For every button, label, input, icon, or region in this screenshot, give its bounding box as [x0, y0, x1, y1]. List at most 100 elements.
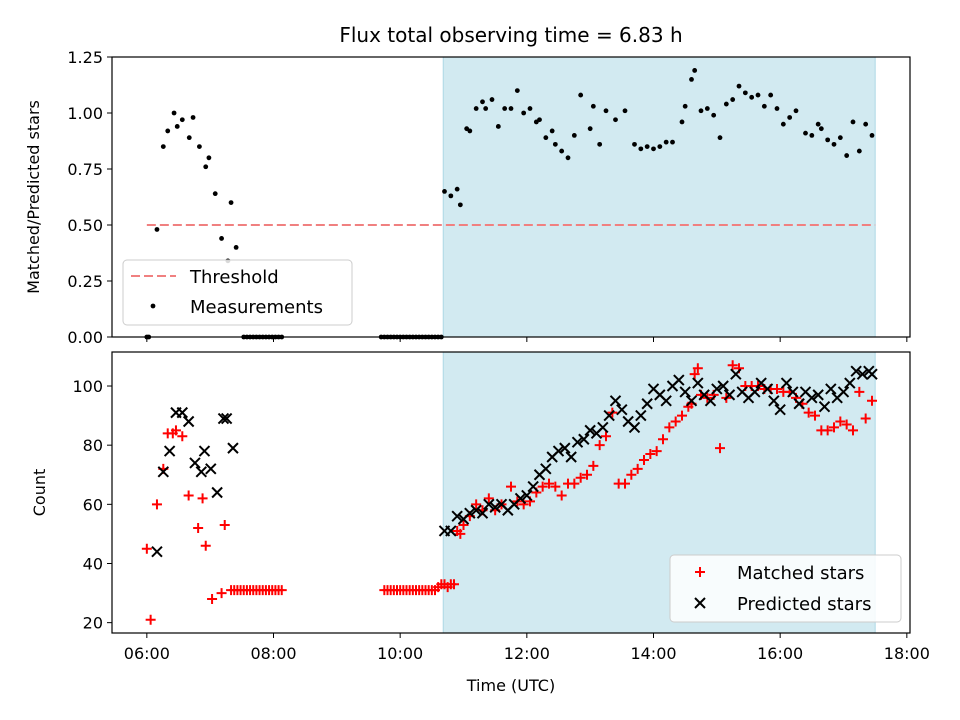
y-tick-label: 100 [72, 377, 103, 396]
measurement-point [559, 148, 565, 154]
y-tick-label: 60 [83, 495, 103, 514]
y-axis-label: Matched/Predicted stars [24, 100, 43, 294]
predicted-star-point [793, 398, 805, 410]
measurement-point [638, 146, 644, 152]
predicted-star-point [182, 415, 195, 428]
measurement-point [742, 90, 748, 96]
matched-star-point [537, 481, 548, 492]
measurement-point [174, 124, 180, 129]
legend-box [669, 554, 902, 623]
chart-title: Flux total observing time = 6.83 h [339, 23, 682, 47]
predicted-star-point [217, 412, 230, 425]
predicted-star-point [470, 504, 482, 516]
predicted-star-point [717, 380, 729, 392]
predicted-star-point [489, 501, 501, 513]
measurement-point [489, 97, 495, 102]
matched-star-point [506, 481, 516, 492]
measurement-point [755, 92, 761, 98]
matched-star-point [141, 543, 152, 554]
predicted-star-point [578, 433, 590, 445]
matched-star-point [689, 369, 700, 380]
y-tick-label: 20 [83, 614, 103, 633]
x-tick-label: 18:00 [884, 644, 930, 663]
predicted-star-point [597, 421, 609, 434]
measurement-point [448, 193, 454, 199]
measurement-point [670, 139, 675, 145]
predicted-star-point [151, 545, 163, 558]
matched-star-point [632, 463, 643, 474]
predicted-star-point [451, 510, 463, 522]
predicted-star-point [685, 395, 698, 407]
predicted-star-point [679, 386, 691, 398]
matched-star-point [575, 472, 586, 483]
predicted-star-point [628, 421, 641, 434]
measurement-point [768, 92, 774, 98]
matched-star-point [692, 363, 703, 374]
predicted-star-point [552, 445, 565, 457]
measurement-point [495, 124, 501, 129]
observing-interval-shade [442, 56, 876, 338]
matched-star-point [170, 425, 181, 436]
predicted-star-point [856, 368, 869, 380]
predicted-star-point [704, 395, 717, 407]
predicted-star-point [603, 409, 615, 422]
matched-star-point [658, 434, 668, 445]
predicted-star-point [844, 377, 856, 389]
predicted-star-point [195, 466, 208, 478]
matched-star-point [455, 528, 466, 539]
measurement-point [160, 144, 166, 150]
predicted-star-point [825, 383, 837, 395]
x-tick-label: 08:00 [250, 644, 296, 663]
predicted-star-point [780, 377, 793, 389]
matched-star-point [197, 493, 208, 504]
matched-star-point [193, 522, 204, 533]
predicted-star-point [464, 507, 476, 519]
matched-star-point [645, 449, 656, 460]
measurement-point [793, 108, 799, 114]
y-tick-label: 0.25 [67, 272, 103, 291]
x-tick-label: 10:00 [377, 644, 423, 663]
measurement-point [212, 191, 218, 197]
y-tick-label: 40 [83, 554, 103, 573]
measurement-point [632, 141, 637, 147]
measurement-point [171, 110, 177, 116]
matched-star-point [183, 490, 194, 501]
y-axis-label: Count [30, 469, 49, 517]
matched-star-point [810, 410, 820, 421]
measurement-point [502, 106, 508, 111]
matched-star-point [854, 386, 865, 397]
predicted-star-point [641, 398, 653, 410]
predicted-star-point [711, 383, 723, 395]
predicted-star-point [527, 480, 539, 493]
predicted-star-point [521, 489, 533, 502]
matched-star-point [829, 422, 839, 433]
measurement-point [774, 106, 780, 111]
measurement-point [457, 202, 463, 208]
matched-star-point [207, 593, 218, 604]
measurement-point [527, 106, 533, 111]
measurement-point [467, 128, 473, 134]
predicted-star-point [723, 389, 736, 401]
measurement-point [644, 144, 650, 150]
measurement-point [571, 133, 577, 138]
predicted-star-point [866, 368, 878, 380]
measurement-point [663, 139, 669, 145]
predicted-star-point [476, 507, 489, 519]
matched-star-point [145, 614, 156, 625]
matched-star-point [727, 360, 738, 371]
measurement-point [692, 68, 698, 73]
measurement-point [454, 186, 460, 192]
measurement-point [818, 126, 824, 132]
measurement-point [165, 128, 171, 134]
measurement-point [837, 135, 843, 141]
matched-star-point [550, 481, 561, 492]
measurement-point [480, 99, 485, 105]
measurement-point [736, 83, 742, 89]
measurement-point [154, 227, 160, 232]
bottom-panel: 20 40 60 80 100 06:00 08:00 10:00 12:00 14:00 16:0… [30, 351, 930, 695]
matched-star-point [151, 499, 162, 510]
measurement-point [850, 119, 856, 125]
measurement-point [603, 108, 609, 114]
measurement-point [197, 144, 202, 150]
measurement-point [537, 117, 542, 123]
